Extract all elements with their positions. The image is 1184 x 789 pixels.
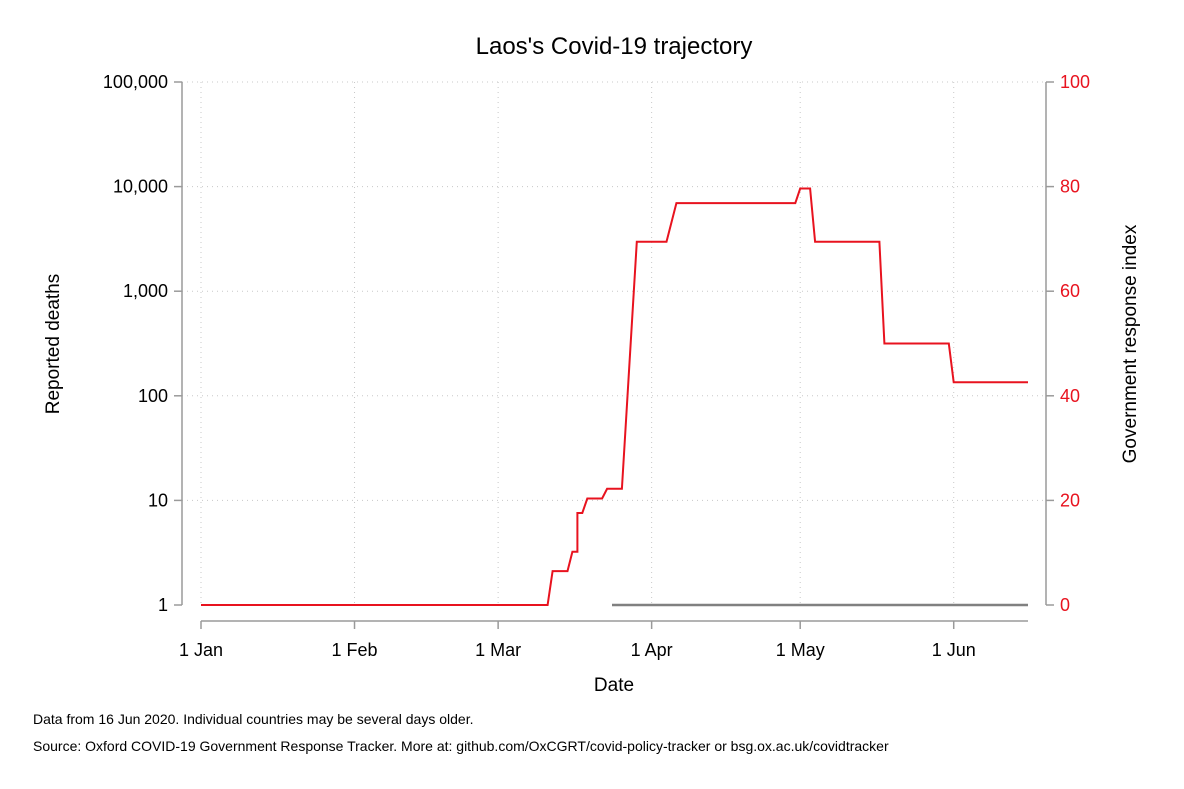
y-left-tick-label: 10,000	[113, 177, 168, 197]
axes: 1 10 100 1,000 10,000 100,000 0 20 40 60 80 100 1 Ja…	[103, 72, 1090, 660]
y-left-tick-label: 1	[158, 595, 168, 615]
y-axis-left-label: Reported deaths	[43, 274, 64, 415]
y-right-tick-label: 40	[1060, 386, 1080, 406]
y-axis-right-label: Government response index	[1120, 224, 1141, 463]
x-tick-label: 1 May	[776, 640, 825, 660]
y-left-tick-label: 100	[138, 386, 168, 406]
x-tick-label: 1 Jun	[932, 640, 976, 660]
x-tick-label: 1 Feb	[331, 640, 377, 660]
y-left-tick-label: 100,000	[103, 72, 168, 92]
x-tick-label: 1 Jan	[179, 640, 223, 660]
x-tick-label: 1 Mar	[475, 640, 521, 660]
gridlines	[182, 81, 1046, 605]
y-right-tick-label: 0	[1060, 595, 1070, 615]
y-right-tick-label: 80	[1060, 177, 1080, 197]
data-date-note: Data from 16 Jun 2020. Individual countr…	[33, 711, 474, 727]
x-tick-label: 1 Apr	[631, 640, 673, 660]
series	[201, 187, 1028, 607]
y-right-tick-label: 100	[1060, 72, 1090, 92]
y-left-tick-label: 1,000	[123, 281, 168, 301]
x-axis-label: Date	[594, 675, 634, 696]
y-right-tick-label: 60	[1060, 281, 1080, 301]
chart-title: Laos's Covid-19 trajectory	[476, 33, 753, 60]
y-left-tick-label: 10	[148, 490, 168, 510]
source-note: Source: Oxford COVID-19 Government Respo…	[33, 738, 889, 754]
y-right-tick-label: 20	[1060, 490, 1080, 510]
response-index-series-line	[201, 187, 1028, 606]
